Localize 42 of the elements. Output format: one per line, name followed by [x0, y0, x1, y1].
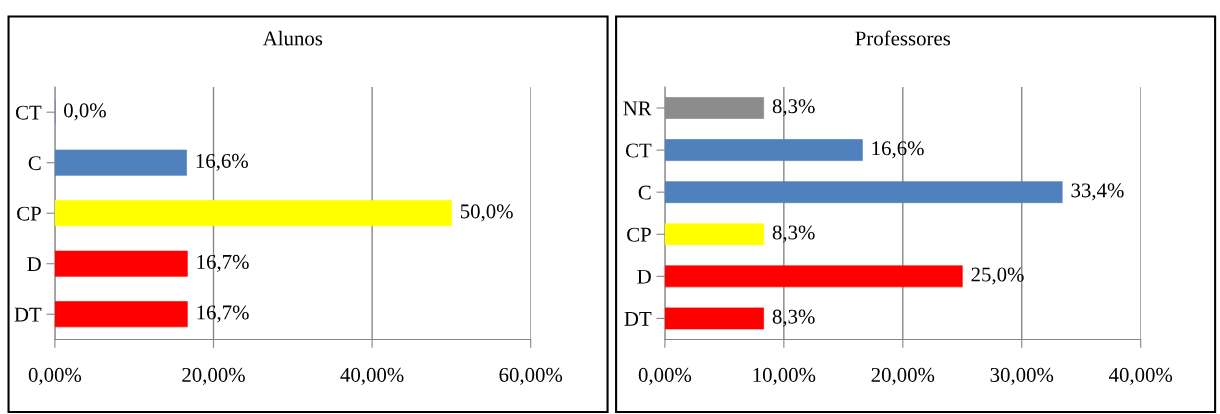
- y-tick-label: CT: [15, 105, 42, 120]
- chart-title: Professores: [855, 30, 951, 46]
- data-label: 8,3%: [772, 309, 815, 327]
- bar: [664, 181, 1063, 204]
- x-tick-label: 20,00%: [182, 367, 245, 385]
- y-tick-label: DT: [14, 307, 42, 322]
- y-tick-label: C: [28, 156, 41, 171]
- x-tick-label: 30,00%: [990, 367, 1054, 385]
- y-tick-label: DT: [624, 312, 652, 326]
- data-label: 25,0%: [971, 267, 1024, 285]
- data-label: 16,6%: [196, 153, 248, 171]
- data-label: 50,0%: [460, 204, 513, 222]
- bar: [664, 265, 963, 288]
- bar: [54, 149, 187, 176]
- x-tick-label: 40,00%: [340, 367, 404, 385]
- x-tick-label: 0,00%: [28, 367, 82, 385]
- y-tick-label: C: [638, 185, 651, 200]
- y-tick-label: CT: [625, 143, 652, 158]
- data-label: 16,6%: [872, 141, 924, 159]
- chart-title: Alunos: [262, 30, 323, 46]
- x-tick-label: 10,00%: [753, 367, 816, 385]
- y-tick-label: D: [637, 269, 651, 284]
- x-tick-label: 60,00%: [499, 367, 563, 385]
- bar: [54, 301, 188, 328]
- data-label: 16,7%: [197, 254, 249, 272]
- bar: [54, 250, 188, 277]
- bar: [664, 223, 764, 246]
- y-tick-label: NR: [623, 101, 652, 116]
- y-tick-label: CP: [17, 206, 41, 221]
- y-tick-label: D: [27, 257, 41, 271]
- bar: [664, 139, 863, 161]
- x-tick-label: 20,00%: [871, 367, 935, 385]
- data-label: 0,0%: [64, 103, 106, 121]
- data-label: 8,3%: [772, 225, 815, 243]
- data-label: 16,7%: [197, 305, 249, 323]
- bar: [664, 307, 764, 330]
- data-label: 33,4%: [1071, 183, 1124, 201]
- bar: [54, 200, 452, 227]
- x-tick-label: 0,00%: [638, 367, 692, 385]
- y-tick-label: CP: [627, 227, 651, 242]
- data-label: 8,3%: [772, 99, 815, 117]
- x-tick-label: 40,00%: [1108, 367, 1173, 385]
